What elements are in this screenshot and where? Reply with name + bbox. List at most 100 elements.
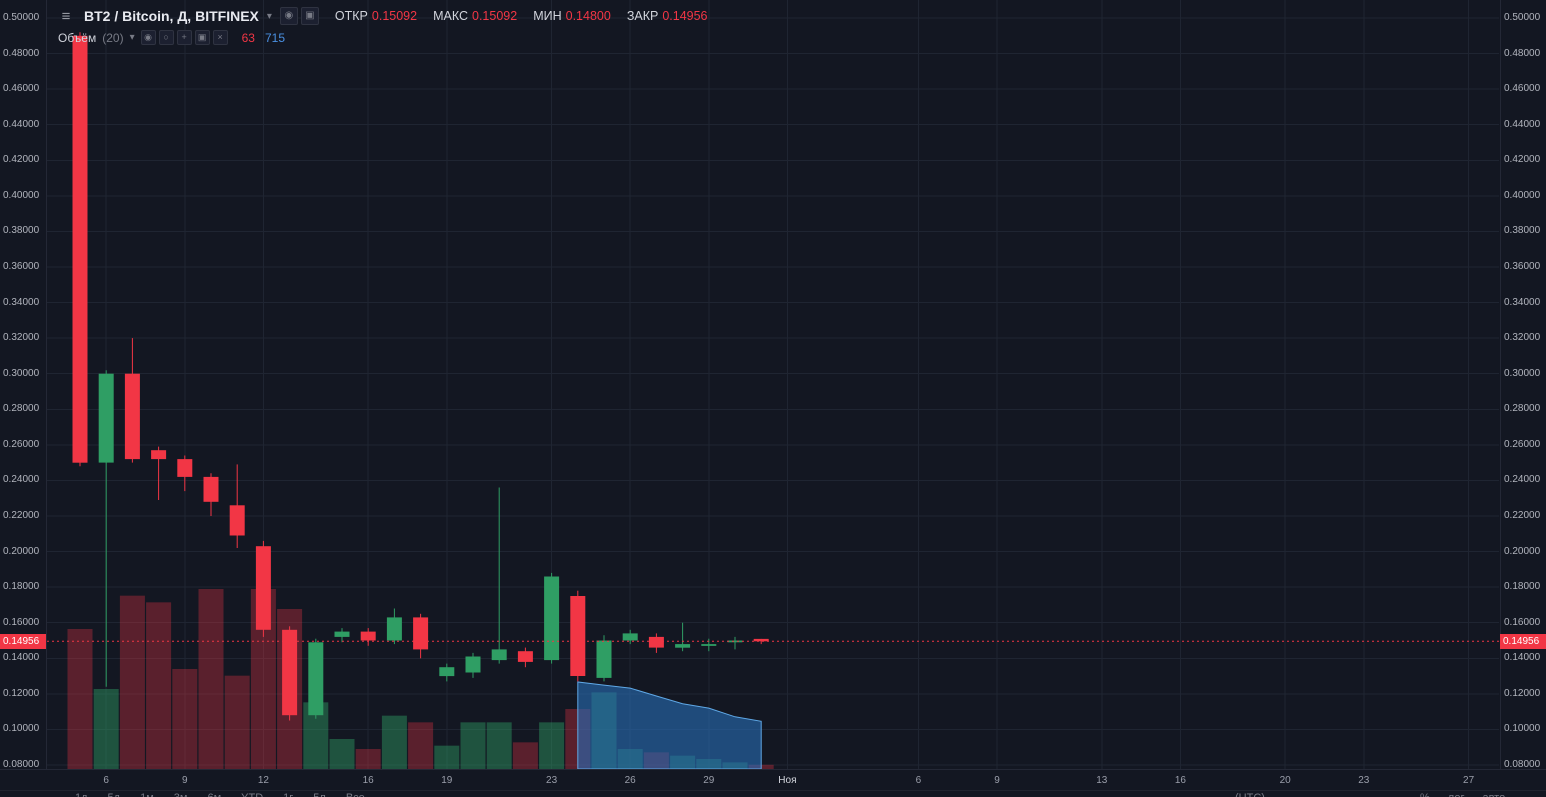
chart-plot-area[interactable] (47, 0, 1499, 770)
price-tick-label: 0.34000 (1504, 296, 1541, 308)
last-price-badge-right: 0.14956 (1500, 633, 1546, 649)
range-button[interactable]: 5л (313, 792, 326, 797)
close-value: 0.14956 (662, 9, 708, 23)
plus-icon[interactable]: + (176, 30, 192, 45)
time-tick-label: 12 (257, 775, 269, 786)
range-button[interactable]: 1г (283, 792, 293, 797)
bottom-toolbar: 1д 5д 1м 3м 6м YTD 1г 5л Все (UTC) % лог авто (0, 790, 1546, 797)
low-value: 0.14800 (565, 9, 611, 23)
time-tick-label: 23 (546, 775, 558, 786)
price-tick-label: 0.44000 (3, 118, 40, 130)
time-tick-label: 6 (915, 775, 922, 786)
chevron-down-icon[interactable]: ▾ (129, 32, 135, 43)
indicator-values: 63 715 (242, 31, 285, 45)
price-tick-label: 0.44000 (1504, 118, 1541, 130)
time-tick-label: 19 (441, 775, 453, 786)
price-tick-label: 0.50000 (1504, 12, 1541, 23)
volume-current-value: 63 (241, 30, 255, 45)
price-tick-label: 0.38000 (3, 225, 40, 237)
price-tick-label: 0.22000 (3, 510, 40, 521)
indicator-icons: ◉ ○ + ▣ × (140, 30, 228, 45)
price-tick-label: 0.16000 (1504, 616, 1541, 628)
indicator-name[interactable]: Объём (58, 30, 97, 45)
grid-icon[interactable]: ▣ (194, 30, 210, 45)
range-button[interactable]: 1м (140, 792, 154, 797)
price-tick-label: 0.16000 (3, 616, 40, 628)
range-button[interactable]: 1д (75, 792, 88, 797)
price-tick-label: 0.48000 (1504, 47, 1541, 59)
time-tick-label: 9 (994, 775, 1000, 786)
eye-icon[interactable]: ◉ (279, 7, 298, 25)
scale-toggle-button[interactable]: авто (1482, 792, 1505, 797)
open-field: ОТКР 0.15092 (335, 9, 417, 23)
volume-indicator-legend: Объём (20) ▾ ◉ ○ + ▣ × 63 715 (58, 30, 285, 45)
symbol-title[interactable]: BT2 / Bitcoin, Д, BITFINEX (84, 8, 259, 24)
date-range-buttons: 1д 5д 1м 3м 6м YTD 1г 5л Все (75, 792, 365, 797)
candlestick-chart[interactable] (47, 0, 1499, 770)
price-tick-label: 0.20000 (3, 545, 40, 557)
price-tick-label: 0.30000 (1504, 367, 1541, 379)
price-tick-label: 0.14000 (1504, 652, 1541, 664)
low-label: МИН (533, 9, 562, 23)
chevron-down-icon[interactable]: ▾ (266, 10, 272, 22)
range-button[interactable]: YTD (241, 792, 263, 797)
volume-ma-value: 715 (264, 30, 285, 45)
price-tick-label: 0.50000 (3, 12, 40, 23)
menu-icon[interactable]: ≡ (61, 7, 71, 25)
time-tick-label: 16 (1174, 775, 1186, 786)
price-tick-label: 0.24000 (1504, 474, 1541, 486)
open-label: ОТКР (334, 9, 368, 23)
time-tick-label: 27 (1463, 775, 1475, 786)
price-axis-right[interactable]: 0.50000 0.48000 0.46000 0.44000 0.42000 0.400… (1500, 0, 1546, 770)
legend-icons: ◉ ▣ (279, 7, 319, 25)
price-tick-label: 0.20000 (1504, 545, 1541, 557)
price-tick-label: 0.22000 (1504, 510, 1541, 521)
scale-toggle-button[interactable]: % (1420, 792, 1430, 797)
utc-clock[interactable]: (UTC) (1235, 792, 1265, 797)
time-tick-label: 23 (1358, 775, 1370, 786)
range-button[interactable]: Все (346, 792, 365, 797)
price-tick-label: 0.36000 (1504, 261, 1541, 272)
range-button[interactable]: 6м (207, 792, 221, 797)
last-price-badge-left: 0.14956 (0, 633, 46, 649)
price-axis-left[interactable]: 0.50000 0.48000 0.46000 0.44000 0.42000 0.400… (0, 0, 47, 770)
time-tick-label: 9 (182, 775, 188, 786)
price-tick-label: 0.46000 (1504, 83, 1541, 95)
price-tick-label: 0.48000 (3, 47, 40, 59)
price-tick-label: 0.38000 (1504, 225, 1541, 237)
price-tick-label: 0.12000 (1504, 687, 1541, 699)
close-label: ЗАКР (626, 9, 659, 23)
dots-icon[interactable]: ○ (158, 30, 174, 45)
price-tick-label: 0.18000 (1504, 581, 1541, 593)
high-field: МАКС 0.15092 (433, 9, 517, 23)
time-axis[interactable]: 6 9 12 16 19 23 26 29 Ноя 6 9 13 16 20 23 27 (0, 769, 1546, 791)
price-tick-label: 0.46000 (3, 83, 40, 95)
close-icon[interactable]: × (212, 30, 228, 45)
time-tick-label: 20 (1279, 775, 1291, 786)
time-tick-label: 13 (1096, 775, 1108, 786)
low-field: МИН 0.14800 (533, 9, 611, 23)
price-tick-label: 0.14000 (3, 652, 40, 664)
eye-icon[interactable]: ◉ (140, 30, 156, 45)
scale-buttons: % лог авто (1420, 792, 1505, 797)
close-field: ЗАКР 0.14956 (627, 9, 708, 23)
time-tick-label: 16 (362, 775, 374, 786)
time-tick-label: 26 (624, 775, 636, 786)
price-tick-label: 0.28000 (3, 403, 40, 415)
price-tick-label: 0.24000 (3, 474, 40, 486)
price-tick-label: 0.34000 (3, 296, 40, 308)
price-tick-label: 0.08000 (1504, 759, 1541, 770)
price-tick-label: 0.12000 (3, 687, 40, 699)
price-tick-label: 0.18000 (3, 581, 40, 593)
range-button[interactable]: 5д (108, 792, 121, 797)
price-tick-label: 0.32000 (3, 332, 40, 344)
scale-toggle-button[interactable]: лог (1448, 792, 1465, 797)
open-value: 0.15092 (371, 9, 418, 23)
grid-icon[interactable]: ▣ (300, 7, 319, 25)
price-tick-label: 0.42000 (1504, 154, 1541, 166)
indicator-period: (20) (102, 30, 124, 45)
high-label: МАКС (433, 9, 468, 23)
price-tick-label: 0.32000 (1504, 332, 1541, 344)
range-button[interactable]: 3м (174, 792, 188, 797)
